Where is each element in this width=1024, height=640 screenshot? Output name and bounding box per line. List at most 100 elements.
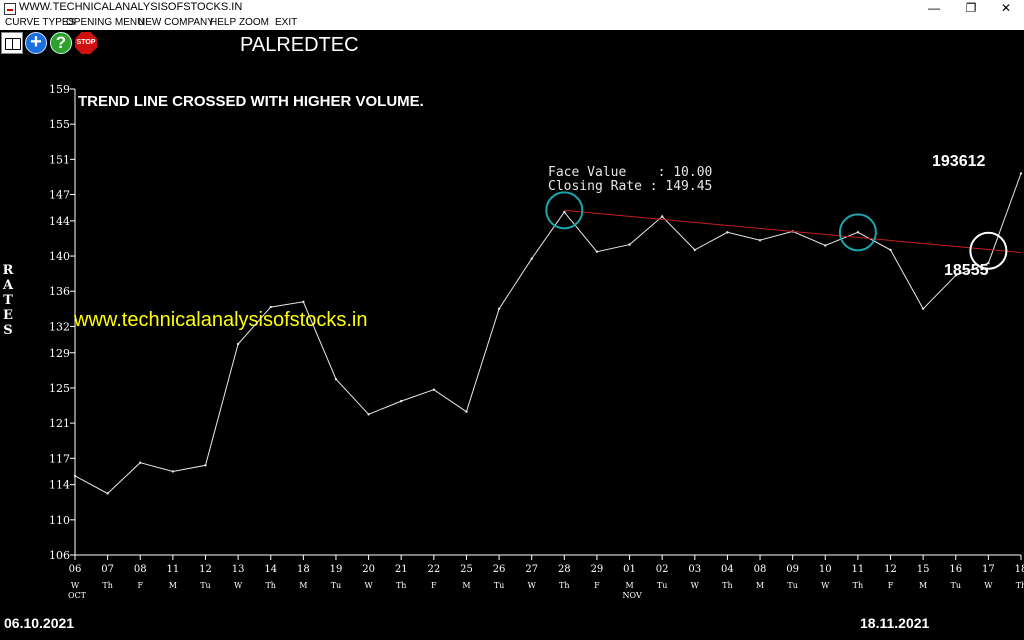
x-tick-label: 11 (852, 564, 865, 575)
x-tick-label: 20 (362, 564, 375, 575)
menu-curve-types[interactable]: CURVE TYPES (5, 17, 76, 28)
weekday-label: M (756, 581, 764, 590)
price-point (171, 470, 175, 473)
weekday-label: F (137, 581, 143, 590)
highlight-circle (838, 213, 877, 252)
weekday-label: Tu (494, 581, 505, 590)
y-tick-label: 155 (49, 118, 70, 131)
weekday-label: Th (559, 581, 570, 590)
plus-icon[interactable]: + (25, 32, 47, 54)
y-tick-label: 147 (49, 189, 70, 202)
price-point (302, 300, 305, 303)
menu-help[interactable]: HELP (210, 17, 237, 28)
start-date-label: 06.10.2021 (4, 615, 74, 631)
chart-annotation-title: TREND LINE CROSSED WITH HIGHER VOLUME. (78, 93, 424, 110)
price-point (595, 250, 599, 253)
x-tick-label: 26 (493, 564, 506, 575)
price-point (465, 410, 468, 413)
x-tick-label: 22 (427, 564, 440, 575)
x-tick-label: 11 (166, 564, 179, 575)
y-tick-label: 110 (49, 514, 70, 527)
y-tick-label: 117 (49, 452, 70, 465)
restore-button[interactable]: ❐ (965, 1, 977, 15)
x-tick-label: 18 (297, 564, 310, 575)
y-tick-label: 132 (49, 320, 70, 333)
x-tick-label: 04 (721, 564, 734, 575)
y-axis-label-letter: T (3, 293, 13, 308)
price-point (269, 305, 272, 309)
x-tick-label: 19 (330, 564, 343, 575)
company-symbol: PALREDTEC (240, 34, 359, 56)
x-tick-label: 01 (623, 564, 636, 575)
weekday-label: Th (102, 581, 113, 590)
menu-bar: CURVE TYPES OPENING MENU NEW COMPANY HEL… (0, 16, 1024, 30)
month-label: NOV (623, 591, 642, 600)
x-tick-label: 27 (525, 564, 538, 575)
toolbar: + ? STOP (0, 30, 1024, 56)
x-tick-label: 08 (754, 564, 767, 575)
weekday-label: Tu (951, 581, 962, 590)
menu-opening-menu[interactable]: OPENING MENU (66, 17, 145, 28)
x-tick-label: 12 (884, 564, 897, 575)
price-point (139, 461, 142, 464)
x-tick-label: 17 (982, 564, 995, 575)
y-tick-label: 114 (49, 479, 70, 492)
price-point (400, 399, 403, 403)
weekday-label: M (919, 581, 927, 590)
menu-exit[interactable]: EXIT (275, 17, 298, 28)
price-point (530, 257, 533, 260)
price-point (758, 239, 762, 242)
price-point (106, 492, 109, 495)
price-point (987, 261, 990, 265)
help-icon[interactable]: ? (50, 32, 72, 54)
weekday-label: W (71, 581, 80, 590)
price-point (660, 215, 664, 218)
x-tick-label: 16 (949, 564, 962, 575)
window-title: WWW.TECHNICALANALYSISOFSTOCKS.IN (19, 1, 243, 13)
x-tick-label: 15 (917, 564, 930, 575)
y-tick-label: 125 (49, 382, 70, 395)
x-tick-label: 03 (688, 564, 701, 575)
y-tick-label: 121 (49, 417, 70, 430)
x-tick-label: 14 (264, 564, 277, 575)
y-axis-label-letter: S (3, 323, 12, 338)
menu-new-company[interactable]: NEW COMPANY (138, 17, 214, 28)
x-tick-label: 08 (134, 564, 147, 575)
price-point (921, 307, 925, 311)
weekday-label: Th (1016, 581, 1024, 590)
weekday-label: M (462, 581, 470, 590)
y-axis-label-letter: E (3, 308, 13, 323)
price-point (73, 474, 77, 478)
weekday-label: M (169, 581, 177, 590)
menu-zoom[interactable]: ZOOM (239, 17, 269, 28)
weekday-label: Tu (657, 581, 668, 590)
weekday-label: Th (853, 581, 864, 590)
price-chart: 1591551511471441401361321291251211171141… (2, 83, 1024, 631)
weekday-label: W (984, 581, 993, 590)
weekday-label: Tu (331, 581, 342, 590)
y-axis-ticks: 159 155 151 147 144 140 136 132 129 125 121 117 114 1… (49, 83, 75, 562)
weekday-label: W (691, 581, 700, 590)
x-tick-label: 25 (460, 564, 473, 575)
stop-icon[interactable]: STOP (75, 32, 97, 54)
price-line (74, 173, 1022, 495)
weekday-label: F (594, 581, 600, 590)
close-button[interactable]: ✕ (1000, 1, 1012, 15)
x-tick-label: 10 (819, 564, 832, 575)
highlight-circle (545, 191, 584, 230)
trend-line-group (564, 209, 1022, 254)
x-tick-label: 12 (199, 564, 212, 575)
price-point (497, 307, 501, 311)
y-tick-label: 129 (49, 347, 70, 360)
price-point (204, 464, 207, 467)
weekday-label: Th (396, 581, 407, 590)
price-point (856, 231, 860, 234)
watermark-text: www.technicalanalysisofstocks.in (73, 309, 367, 331)
weekday-label: Tu (200, 581, 211, 590)
minimize-button[interactable]: — (928, 1, 940, 15)
app-icon (4, 3, 16, 15)
price-point (367, 413, 370, 416)
book-icon[interactable] (1, 32, 23, 54)
x-tick-label: 09 (786, 564, 799, 575)
